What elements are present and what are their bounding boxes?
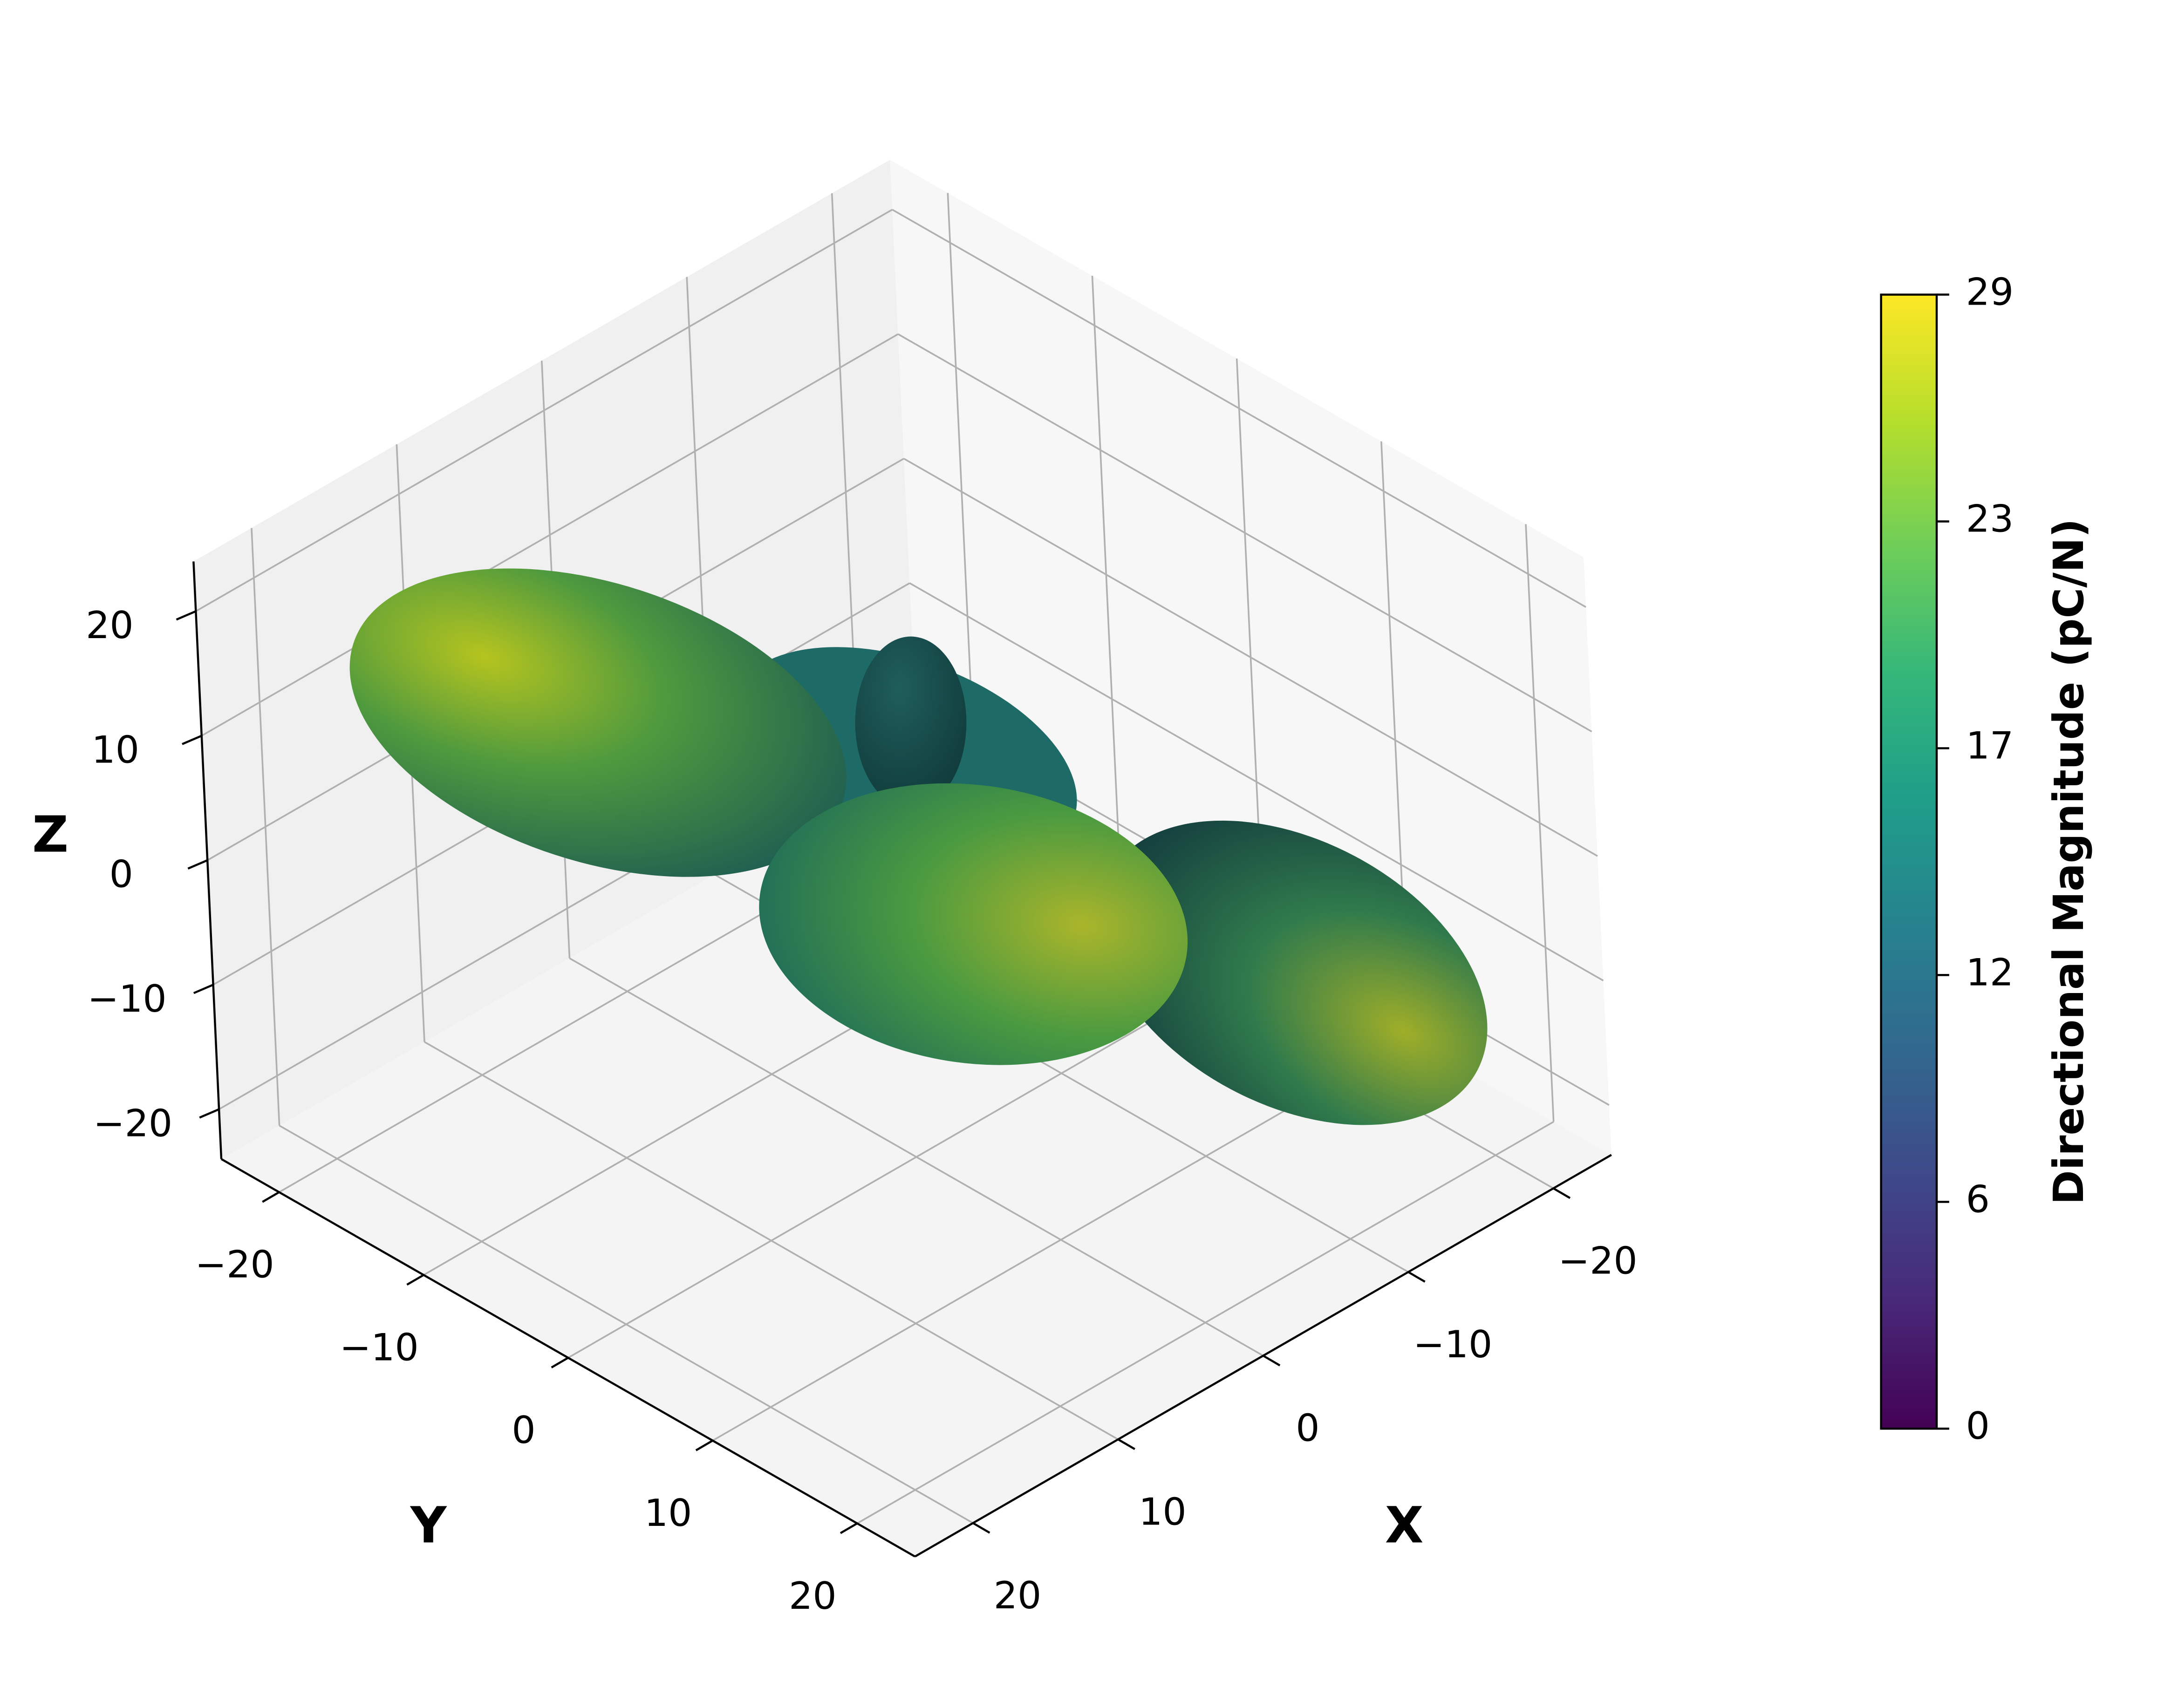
z-axis-label: Z [32, 805, 68, 864]
x-tick [1553, 1187, 1571, 1199]
z-tick-label: −20 [93, 1101, 172, 1145]
grid-line [195, 209, 893, 612]
surface-lobe [759, 783, 1188, 1065]
y-axis-line [220, 1158, 916, 1558]
y-tick-label: −20 [195, 1243, 274, 1286]
y-tick-label: 10 [644, 1491, 692, 1535]
x-tick [972, 1522, 990, 1534]
x-tick-label: −20 [1558, 1238, 1638, 1282]
y-tick [551, 1357, 569, 1368]
x-tick-label: 20 [994, 1573, 1042, 1617]
colorbar [1880, 293, 1938, 1430]
x-tick [1263, 1354, 1281, 1367]
z-tick [182, 735, 202, 745]
grid-line [892, 209, 1586, 608]
y-tick-label: 20 [789, 1574, 837, 1618]
y-tick [406, 1274, 424, 1286]
grid-line [903, 458, 1598, 857]
z-tick [193, 984, 214, 994]
grid-line [201, 333, 899, 737]
z-axis-line [192, 561, 223, 1159]
z-tick [176, 610, 197, 621]
colorbar-tick-label: 6 [1966, 1177, 1990, 1221]
surface-lobe [349, 568, 847, 877]
y-tick-label: −10 [340, 1325, 419, 1369]
z-tick [199, 1108, 219, 1119]
axes: −20 −10 0 10 20 −20 −10 0 10 20 −20 −10 0 10 20 [86, 561, 1638, 1618]
grid-line [856, 1121, 1554, 1524]
y-tick [695, 1439, 713, 1451]
y-tick [840, 1522, 858, 1534]
colorbar-tick-label: 0 [1966, 1404, 1990, 1448]
y-axis-label: Y [410, 1496, 447, 1554]
colorbar-tick-label: 23 [1966, 497, 2014, 540]
z-tick [187, 859, 208, 870]
z-tick-label: 0 [109, 852, 133, 896]
x-axis-line [914, 1154, 1612, 1558]
x-tick-label: 0 [1296, 1406, 1319, 1450]
colorbar-tick-label: 29 [1966, 270, 2014, 314]
colorbar-tick-label: 12 [1966, 950, 2014, 994]
surface-lobe [1099, 820, 1488, 1125]
x-tick-label: 10 [1139, 1490, 1187, 1533]
surface [349, 568, 1488, 1125]
grid-line [897, 333, 1592, 733]
x-tick-label: −10 [1413, 1322, 1492, 1366]
z-tick-label: 20 [86, 603, 134, 647]
surface-dome [855, 636, 967, 809]
x-tick [1117, 1438, 1135, 1450]
colorbar-tick-label: 17 [1966, 723, 2014, 767]
x-axis-label: X [1385, 1496, 1424, 1554]
z-tick-label: 10 [92, 728, 140, 771]
x-tick [1407, 1271, 1426, 1283]
y-tick [262, 1191, 280, 1203]
colorbar-label: Directional Magnitude (pC/N) [2045, 518, 2093, 1204]
y-tick-label: 0 [512, 1408, 535, 1452]
grid-line [909, 582, 1604, 981]
z-tick-label: −10 [88, 977, 167, 1021]
